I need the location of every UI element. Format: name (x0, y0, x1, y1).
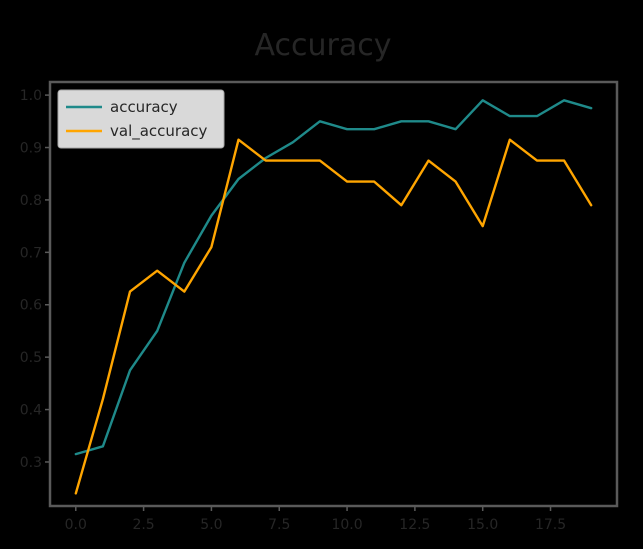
plot-area (48, 80, 619, 508)
y-tick-label: 0.7 (20, 245, 42, 261)
x-tick-label: 10.0 (331, 517, 362, 533)
x-axis: 0.0 2.5 5.0 7.5 10.0 12.5 15.0 17.5 (65, 506, 566, 533)
plot-frame (48, 80, 619, 508)
legend: accuracy val_accuracy (57, 89, 225, 149)
x-tick-label: 7.5 (268, 517, 290, 533)
x-tick-label: 17.5 (535, 517, 566, 533)
x-tick-label: 0.0 (65, 517, 87, 533)
legend-label: accuracy (110, 98, 178, 116)
x-tick-label: 12.5 (399, 517, 430, 533)
y-tick-label: 0.4 (20, 403, 42, 419)
y-axis: 0.3 0.4 0.5 0.6 0.7 0.8 0.9 1.0 (20, 88, 50, 471)
y-tick-label: 0.6 (20, 298, 42, 314)
legend-box (57, 89, 225, 149)
y-tick-label: 0.8 (20, 193, 42, 209)
x-tick-label: 2.5 (132, 517, 154, 533)
chart-title: Accuracy (255, 28, 392, 63)
x-tick-label: 5.0 (200, 517, 222, 533)
y-tick-label: 1.0 (20, 88, 42, 104)
legend-label: val_accuracy (110, 122, 208, 141)
x-tick-label: 15.0 (467, 517, 498, 533)
series-line-val-accuracy (74, 138, 593, 495)
y-tick-label: 0.3 (20, 455, 42, 471)
y-tick-label: 0.9 (20, 141, 42, 157)
series-line-accuracy (74, 99, 593, 456)
series-layer (74, 99, 593, 495)
y-tick-label: 0.5 (20, 350, 42, 366)
